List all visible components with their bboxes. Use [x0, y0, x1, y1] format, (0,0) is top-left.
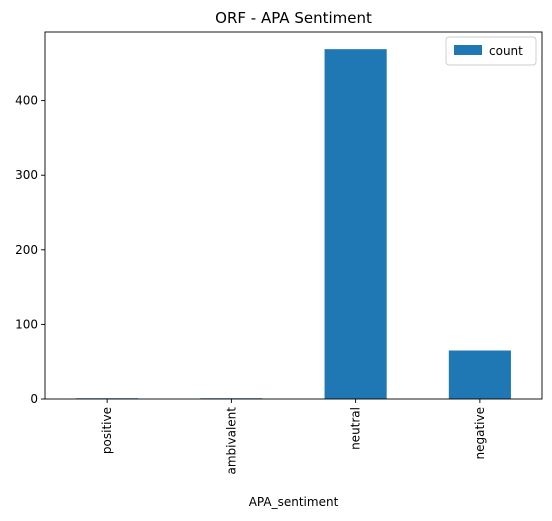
x-axis: positive ambivalent neutral negative: [100, 399, 487, 474]
x-axis-label: APA_sentiment: [249, 495, 339, 509]
y-tick-label: 300: [15, 168, 38, 182]
y-tick-label: 0: [30, 392, 38, 406]
legend-frame: [445, 36, 537, 66]
y-tick-label: 100: [15, 317, 38, 331]
plot-frame: [44, 31, 543, 400]
x-tick-label-ambivalent: ambivalent: [224, 407, 238, 475]
legend: count: [445, 36, 537, 66]
chart-title: ORF - APA Sentiment: [215, 9, 372, 27]
x-tick-label-neutral: neutral: [349, 407, 363, 450]
x-tick-label-negative: negative: [473, 407, 487, 459]
bars-layer: [76, 49, 511, 400]
x-tick-label-positive: positive: [100, 407, 114, 454]
y-axis: 0 100 200 300 400: [15, 94, 45, 406]
y-tick-label: 200: [15, 243, 38, 257]
legend-swatch: [454, 45, 482, 55]
bar-negative: [448, 350, 511, 399]
bar-neutral: [324, 49, 387, 400]
legend-label: count: [489, 44, 523, 58]
y-tick-label: 400: [15, 94, 38, 108]
